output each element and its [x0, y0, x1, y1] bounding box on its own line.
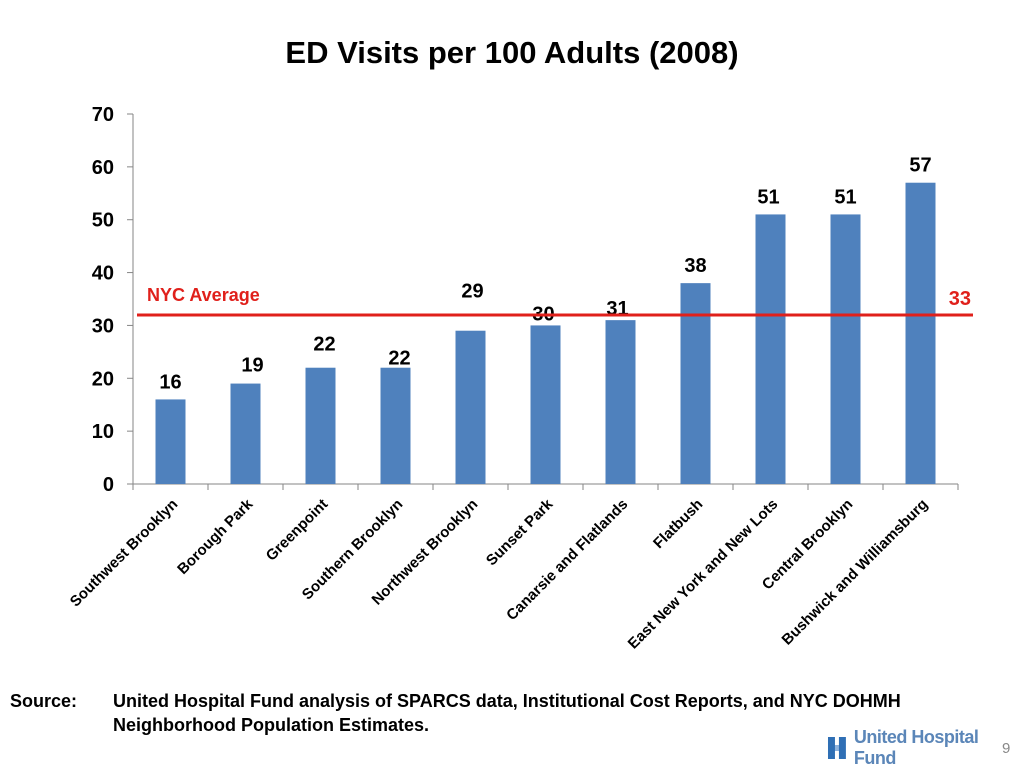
x-tick-label: Borough Park — [174, 495, 257, 578]
y-tick-label: 10 — [92, 421, 114, 443]
data-label: 16 — [159, 371, 181, 393]
y-tick-label: 70 — [92, 104, 114, 126]
y-tick-label: 0 — [103, 474, 114, 496]
page-number: 9 — [1002, 740, 1011, 757]
data-label: 19 — [241, 355, 263, 377]
nyc-average-line-group: NYC Average 33 — [137, 285, 973, 317]
source-label: Source: — [10, 691, 78, 711]
bar — [230, 383, 261, 484]
chart: ED Visits per 100 Adults (2008) 0 10 20 30 4… — [67, 35, 973, 652]
x-tick-label: Southwest Brooklyn — [67, 496, 182, 611]
y-tick-label: 40 — [92, 263, 114, 285]
y-tick-label: 30 — [92, 315, 114, 337]
bar — [755, 214, 786, 484]
data-label: 31 — [606, 298, 628, 320]
bars — [155, 182, 936, 484]
bar — [380, 367, 411, 484]
y-tick-label: 60 — [92, 157, 114, 179]
bar — [455, 330, 486, 484]
nyc-average-label: NYC Average — [147, 285, 260, 305]
nyc-average-value: 33 — [949, 288, 971, 310]
data-label: 57 — [909, 155, 931, 177]
y-tick-label: 50 — [92, 210, 114, 232]
x-tick-label: Canarsie and Flatlands — [503, 496, 631, 624]
y-tick-label: 20 — [92, 368, 114, 390]
bar — [830, 214, 861, 484]
bar — [305, 367, 336, 484]
chart-title: ED Visits per 100 Adults (2008) — [285, 35, 738, 70]
logo-text: United Hospital Fund — [853, 727, 979, 768]
data-label: 38 — [684, 255, 706, 277]
data-label: 22 — [313, 334, 335, 356]
bar — [680, 283, 711, 484]
x-tick-label: Bushwick and Williamsburg — [779, 496, 932, 649]
uhf-logo: United Hospital Fund — [826, 727, 1024, 768]
bar — [155, 399, 186, 484]
x-tick-label: East New York and New Lots — [625, 496, 782, 653]
data-label: 22 — [388, 348, 410, 370]
data-label: 29 — [461, 281, 483, 303]
data-label: 51 — [834, 186, 856, 208]
x-axis — [132, 483, 959, 490]
x-tick-label: Sunset Park — [483, 495, 557, 569]
x-tick-label: Flatbush — [650, 496, 706, 552]
source-text: United Hospital Fund analysis of SPARCS … — [113, 691, 901, 735]
x-tick-label: Greenpoint — [263, 496, 332, 565]
uhf-logo-icon — [827, 737, 846, 759]
y-axis: 0 10 20 30 40 50 60 70 — [92, 104, 134, 496]
bar — [905, 182, 936, 484]
bar — [605, 320, 636, 484]
data-label: 51 — [757, 186, 779, 208]
bar — [530, 325, 561, 484]
